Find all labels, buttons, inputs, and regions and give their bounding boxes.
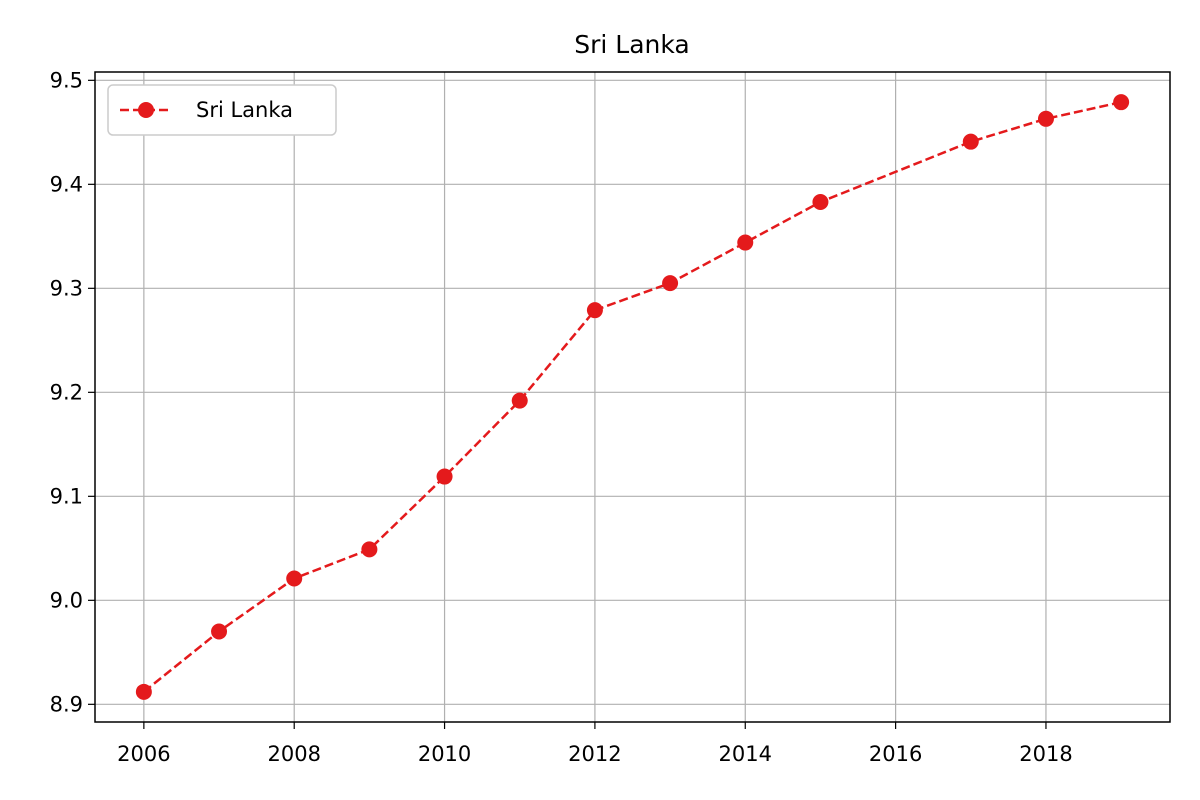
data-point xyxy=(586,302,603,319)
data-point xyxy=(436,468,453,485)
legend: Sri Lanka xyxy=(107,84,337,136)
x-tick-label: 2016 xyxy=(869,742,922,766)
x-tick-label: 2012 xyxy=(568,742,621,766)
series-marker-layer xyxy=(135,94,1130,700)
data-point xyxy=(511,392,528,409)
y-tick-label: 9.2 xyxy=(50,380,83,404)
legend-marker-swatch xyxy=(138,102,154,118)
plot-area xyxy=(95,72,1170,722)
axis-ticks: 2006 2008 2010 2012 2014 2016 2018 8.9 9.0 9.1 9.2… xyxy=(50,68,1073,766)
data-point xyxy=(361,541,378,558)
data-point xyxy=(737,234,754,251)
x-tick-label: 2018 xyxy=(1019,742,1072,766)
plot-frame xyxy=(94,71,1171,723)
chart-title: Sri Lanka xyxy=(574,30,690,59)
data-point xyxy=(1113,94,1130,111)
data-point xyxy=(1037,110,1054,127)
y-tick-label: 9.4 xyxy=(50,172,83,196)
y-tick-label: 9.0 xyxy=(50,588,83,612)
x-tick-label: 2006 xyxy=(117,742,170,766)
data-point xyxy=(286,570,303,587)
y-tick-label: 9.5 xyxy=(50,68,83,92)
data-point xyxy=(812,194,829,210)
x-tick-label: 2008 xyxy=(267,742,320,766)
data-point xyxy=(962,133,979,150)
y-tick-label: 8.9 xyxy=(50,692,83,716)
y-tick-label: 9.1 xyxy=(50,484,83,508)
grid xyxy=(95,72,1170,722)
y-tick-label: 9.3 xyxy=(50,276,83,300)
data-point xyxy=(211,623,228,640)
x-tick-label: 2010 xyxy=(418,742,471,766)
legend-label: Sri Lanka xyxy=(196,98,293,122)
legend-box xyxy=(107,84,337,136)
data-point xyxy=(662,275,679,292)
x-tick-label: 2014 xyxy=(719,742,772,766)
data-point xyxy=(135,683,152,700)
